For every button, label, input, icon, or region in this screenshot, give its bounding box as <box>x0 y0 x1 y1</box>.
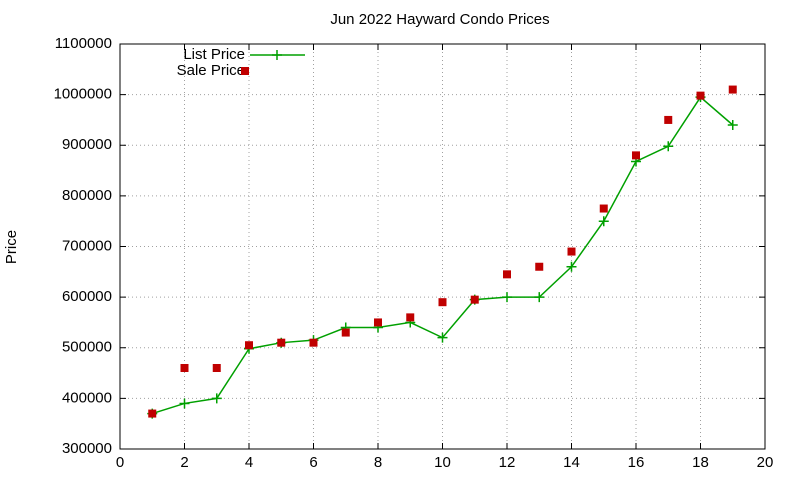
point <box>180 364 189 372</box>
point <box>566 261 577 272</box>
point <box>728 85 737 94</box>
point <box>567 247 576 256</box>
y-tick-label: 700000 <box>62 237 112 254</box>
y-tick-label: 1100000 <box>55 35 112 52</box>
point <box>309 338 318 347</box>
point <box>727 120 738 130</box>
y-axis-label: Price <box>3 230 20 264</box>
point <box>632 151 640 160</box>
point <box>534 292 545 303</box>
point <box>503 270 511 279</box>
point <box>212 364 221 372</box>
point <box>664 115 673 124</box>
x-tick-label: 2 <box>180 454 188 471</box>
point <box>179 398 190 409</box>
point <box>341 328 350 337</box>
legend-label: Sale Price <box>177 62 245 79</box>
legend-label: List Price <box>183 46 245 63</box>
y-tick-label: 900000 <box>62 136 112 153</box>
point <box>535 262 544 271</box>
x-tick-label: 10 <box>434 454 451 471</box>
point <box>663 141 674 152</box>
legend-swatch <box>272 50 282 60</box>
y-tick-label: 300000 <box>62 440 112 457</box>
x-tick-label: 12 <box>499 454 516 471</box>
y-tick-label: 600000 <box>62 288 112 305</box>
point <box>374 318 382 327</box>
y-tick-label: 500000 <box>62 339 112 356</box>
point <box>148 409 157 418</box>
x-tick-label: 8 <box>374 454 382 471</box>
x-tick-label: 6 <box>309 454 317 471</box>
x-tick-label: 14 <box>563 454 580 471</box>
x-tick-label: 20 <box>757 454 774 471</box>
chart-title: Jun 2022 Hayward Condo Prices <box>330 11 549 28</box>
point <box>245 341 253 350</box>
point <box>599 204 608 213</box>
y-tick-label: 400000 <box>62 389 112 406</box>
point <box>438 298 447 307</box>
x-tick-label: 4 <box>245 454 253 471</box>
plot-frame <box>119 43 766 450</box>
point <box>502 292 512 303</box>
y-tick-label: 1000000 <box>54 86 112 103</box>
point <box>211 393 222 404</box>
point <box>696 91 705 100</box>
y-tick-label: 800000 <box>62 187 112 204</box>
legend-swatch <box>241 67 249 75</box>
x-tick-label: 16 <box>628 454 645 471</box>
point <box>437 332 448 343</box>
point <box>406 313 415 322</box>
x-tick-label: 18 <box>692 454 709 471</box>
point <box>598 216 609 227</box>
x-tick-label: 0 <box>116 454 124 471</box>
point <box>277 338 286 347</box>
point <box>470 295 479 304</box>
